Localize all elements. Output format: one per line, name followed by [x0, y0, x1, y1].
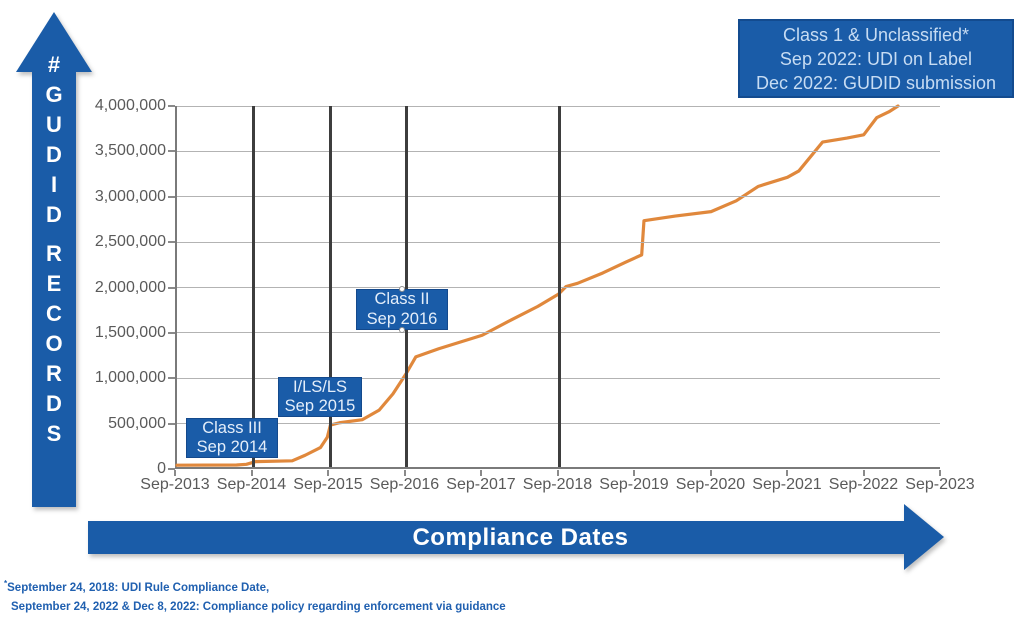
y-axis-title-char: D	[46, 391, 62, 416]
x-axis-label: Sep-2018	[522, 476, 593, 493]
y-axis-label: 500,000	[108, 414, 166, 432]
y-axis-tick	[168, 468, 175, 470]
y-axis-title-char: C	[46, 301, 62, 326]
y-axis-arrow-shaft	[32, 71, 76, 507]
event-line-Sep 2018 UDI Rule Compliance Date	[558, 106, 561, 467]
info-box-line: Class 1 & Unclassified*	[782, 24, 970, 45]
y-axis-title-char: S	[46, 421, 62, 446]
y-axis-tick	[168, 195, 175, 198]
x-axis-tick	[480, 470, 482, 476]
callout-class-ii-sep-2016: Class II Sep 2016	[356, 286, 448, 333]
footnote-marker: *	[4, 579, 8, 588]
x-axis-label: Sep-2020	[675, 476, 746, 493]
x-axis-label: Sep-2021	[752, 476, 822, 493]
x-axis-tick	[556, 470, 559, 476]
y-axis-tick	[168, 377, 175, 380]
plot-area	[175, 104, 940, 469]
callout-line: Sep 2015	[284, 397, 356, 415]
y-axis-label: 0	[157, 460, 166, 477]
info-box-line: Sep 2022: UDI on Label	[779, 48, 973, 69]
callout-class-iii-sep-2014: Class III Sep 2014	[186, 418, 278, 458]
x-axis-ticks	[174, 470, 941, 478]
y-axis-label: 1,000,000	[94, 369, 166, 387]
y-axis-title-char: E	[46, 271, 62, 296]
y-axis-label: 3,000,000	[94, 187, 166, 205]
y-axis-label: 2,500,000	[94, 233, 166, 251]
class1-unclassified-info-box: Class 1 & Unclassified* Sep 2022: UDI on…	[738, 19, 1014, 98]
y-axis-tick	[168, 331, 175, 334]
y-axis-tick	[168, 422, 175, 425]
x-axis-tick	[862, 470, 865, 476]
selection-handle	[399, 286, 405, 292]
x-axis-tick	[709, 470, 712, 476]
y-axis-tick	[168, 241, 175, 244]
y-axis-title-char: G	[45, 82, 63, 107]
y-axis-tick	[168, 105, 175, 107]
right-arrow-icon	[904, 504, 944, 570]
x-axis-tick	[403, 470, 406, 476]
callout-line: Class III	[202, 418, 262, 437]
x-axis-label: Sep-2019	[599, 476, 669, 493]
x-axis-label: Sep-2015	[293, 476, 363, 493]
y-axis-tick	[168, 286, 175, 289]
x-axis-label: Sep-2023	[905, 476, 975, 493]
y-axis-title-char: R	[46, 241, 62, 266]
x-axis-tick	[633, 470, 635, 476]
y-axis-label: 4,000,000	[94, 97, 166, 114]
y-axis-tick	[168, 150, 175, 153]
y-axis-label: 3,500,000	[94, 142, 166, 160]
gudid-line-chart-svg	[175, 104, 900, 467]
selection-handle	[399, 327, 405, 333]
y-axis-title-char: O	[45, 331, 63, 356]
callout-i-ls-ls-sep-2015: I/LS/LS Sep 2015	[278, 377, 362, 417]
event-line-Class III Sep 2014	[252, 106, 255, 467]
y-axis-title-char: I	[50, 172, 58, 197]
x-axis-tick	[174, 470, 176, 476]
x-axis-label: Sep-2017	[446, 476, 516, 493]
callout-line: Sep 2016	[366, 309, 438, 328]
callout-line: Sep 2014	[196, 438, 268, 456]
x-axis-label: Sep-2022	[828, 476, 899, 493]
footnote-line-1: *September 24, 2018: UDI Rule Compliance…	[4, 579, 270, 594]
y-axis-label: 1,500,000	[94, 323, 166, 341]
callout-line: I/LS/LS	[292, 377, 348, 396]
y-axis-arrow-up: # G U D I D R E C O R D S	[16, 12, 92, 508]
y-axis-title: # G U D I D R E C O R D S	[16, 50, 92, 449]
gudid-records-line	[175, 104, 900, 467]
y-axis-title-char: U	[46, 112, 62, 137]
x-axis-arrow-right: Compliance Dates	[88, 504, 944, 570]
footnote: *September 24, 2018: UDI Rule Compliance…	[4, 574, 506, 617]
y-axis-label: 2,000,000	[94, 278, 166, 296]
y-axis-title-char: D	[46, 202, 62, 227]
x-axis-arrow-shaft	[88, 521, 905, 554]
x-axis-labels: Sep-2013 Sep-2014 Sep-2015 Sep-2016 Sep-2017…	[140, 476, 974, 496]
callout-line: Class II	[374, 290, 430, 308]
event-line-I/LS/LS Sep 2015	[328, 106, 332, 467]
x-axis-label: Sep-2014	[216, 476, 287, 493]
x-axis-tick	[327, 470, 329, 476]
footnote-line-2: September 24, 2022 & Dec 8, 2022: Compli…	[11, 600, 506, 613]
y-axis-labels: 0 500,000 1,000,000 1,500,000 2,000,000 2,500…	[0, 97, 166, 477]
y-axis-title-char: R	[46, 361, 62, 386]
x-axis-title: Compliance Dates	[412, 523, 629, 551]
info-box-line: Dec 2022: GUDID submission	[755, 72, 997, 93]
event-line-Class II Sep 2016	[405, 106, 408, 467]
x-axis-tick	[786, 470, 788, 476]
x-axis-label: Sep-2016	[369, 476, 440, 493]
x-axis-tick	[250, 470, 253, 476]
y-axis-title-char: #	[47, 52, 61, 77]
y-axis-title-char: D	[46, 142, 62, 167]
up-arrow-icon	[16, 12, 92, 72]
x-axis-label: Sep-2013	[140, 476, 210, 493]
x-axis-tick	[939, 470, 941, 476]
